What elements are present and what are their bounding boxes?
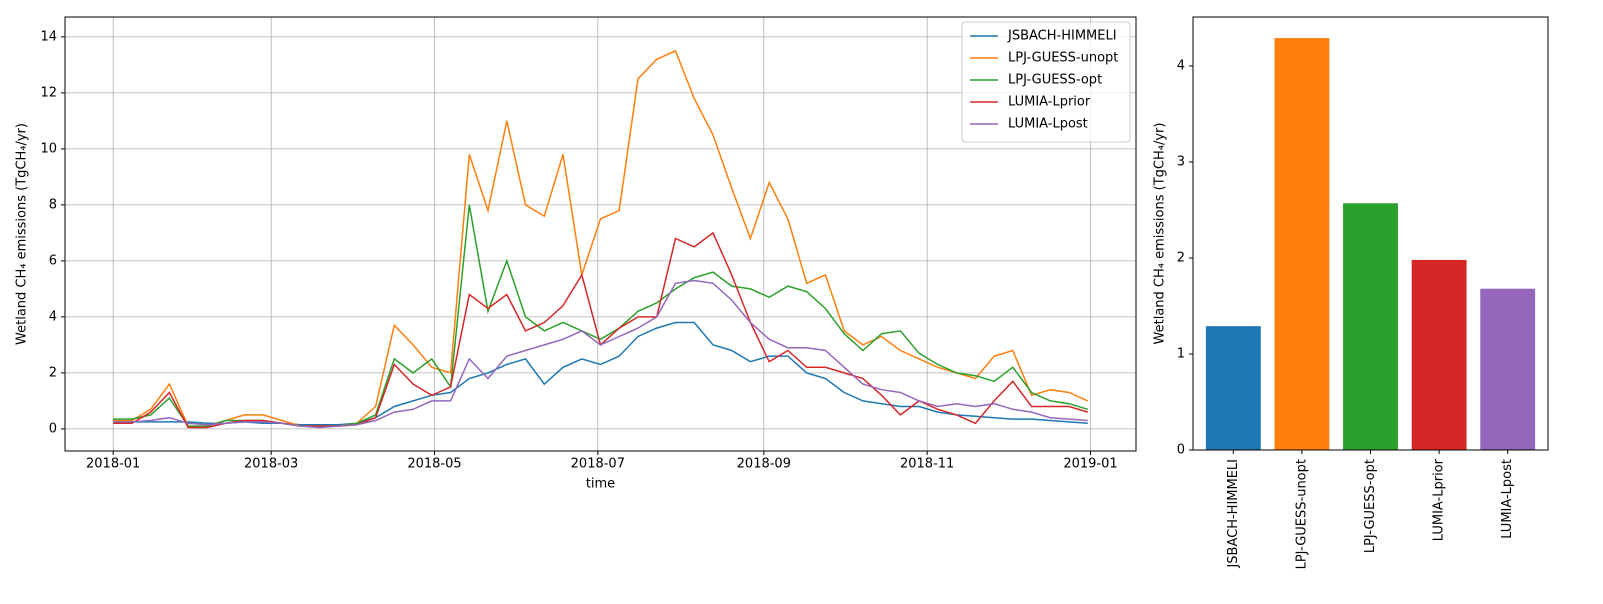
y-tick-label: 0 bbox=[49, 421, 57, 436]
y-tick-label: 10 bbox=[40, 141, 57, 156]
legend-box bbox=[961, 21, 1131, 143]
y-tick-label: 8 bbox=[49, 197, 57, 212]
x-tick-label: LPJ-GUESS-opt bbox=[1363, 459, 1378, 553]
plot-frame bbox=[64, 16, 1137, 452]
bar bbox=[1480, 288, 1536, 450]
x-tick-label: 2018-11 bbox=[900, 457, 954, 472]
y-axis-label: Wetland CH₄ emissions (TgCH₄/yr) bbox=[15, 123, 30, 345]
bar bbox=[1343, 203, 1398, 450]
bar bbox=[1205, 326, 1261, 450]
y-tick-label: 2 bbox=[1177, 250, 1185, 265]
legend-label: LUMIA-Lprior bbox=[1008, 95, 1091, 110]
x-tick-label: 2018-03 bbox=[244, 457, 298, 472]
x-tick-label: 2018-05 bbox=[407, 457, 461, 472]
bar bbox=[1274, 38, 1330, 451]
x-tick-label: JSBACH-HIMMELI bbox=[1226, 459, 1241, 569]
y-tick-label: 4 bbox=[1177, 58, 1185, 73]
x-tick-label: 2019-01 bbox=[1063, 457, 1117, 472]
x-axis-label: time bbox=[586, 477, 615, 492]
series-line bbox=[113, 279, 1088, 429]
bar bbox=[1411, 259, 1467, 450]
y-tick-label: 12 bbox=[40, 85, 57, 100]
legend-label: LPJ-GUESS-opt bbox=[1008, 73, 1102, 88]
legend-label: JSBACH-HIMMELI bbox=[1007, 29, 1117, 44]
x-tick-label: LPJ-GUESS-unopt bbox=[1294, 459, 1309, 569]
x-tick-label: 2018-01 bbox=[86, 457, 140, 472]
y-axis-label: Wetland CH₄ emissions (TgCH₄/yr) bbox=[1153, 123, 1168, 345]
x-tick-label: 2018-09 bbox=[737, 457, 791, 472]
x-tick-label: LUMIA-Lprior bbox=[1432, 458, 1447, 541]
plot-frame bbox=[1192, 16, 1549, 451]
x-tick-label: LUMIA-Lpost bbox=[1500, 459, 1515, 539]
legend-label: LUMIA-Lpost bbox=[1008, 117, 1088, 132]
y-tick-label: 1 bbox=[1177, 346, 1185, 361]
y-tick-label: 6 bbox=[49, 253, 57, 268]
series-line bbox=[113, 321, 1088, 426]
y-tick-label: 0 bbox=[1177, 443, 1185, 458]
legend-label: LPJ-GUESS-unopt bbox=[1008, 51, 1118, 66]
x-tick-label: 2018-07 bbox=[571, 457, 625, 472]
y-tick-label: 3 bbox=[1177, 154, 1185, 169]
series-line bbox=[113, 231, 1089, 429]
y-tick-label: 14 bbox=[40, 29, 57, 44]
series-line bbox=[113, 49, 1089, 427]
series-line bbox=[113, 204, 1089, 427]
y-tick-label: 2 bbox=[49, 365, 57, 380]
y-tick-label: 4 bbox=[49, 309, 57, 324]
